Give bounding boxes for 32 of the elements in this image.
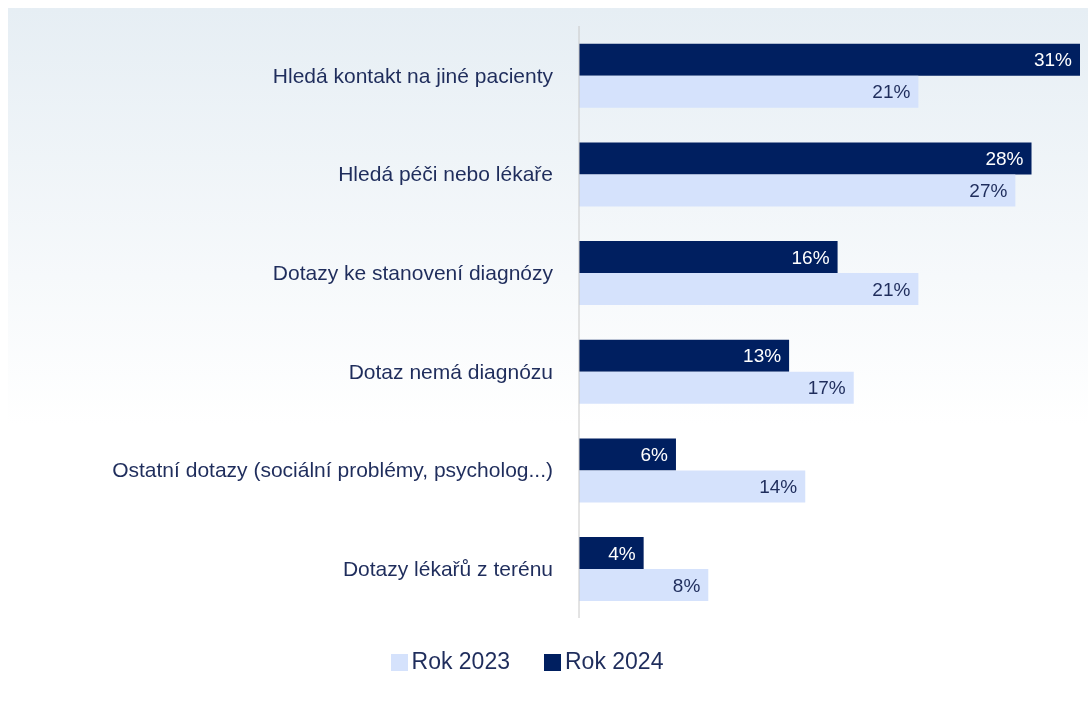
bar: [579, 438, 676, 471]
data-label: 14%: [759, 475, 798, 497]
y-tick-label: Dotazy lékařů z terénu: [342, 557, 553, 581]
bar: [579, 75, 919, 108]
bar: [579, 470, 806, 503]
y-tick-label: Hledá péči nebo lékaře: [338, 162, 553, 186]
bar: [579, 339, 790, 372]
data-label: 31%: [1033, 49, 1073, 71]
bar: [579, 142, 1032, 175]
data-label: 21%: [872, 81, 911, 103]
bar: [579, 569, 709, 602]
legend-label: Rok 2024: [565, 648, 664, 674]
bar: [579, 273, 919, 306]
y-tick-label: Ostatní dotazy (sociální problémy, psycholog...): [112, 458, 553, 482]
bar: [579, 43, 1080, 76]
bar: [579, 241, 838, 274]
y-tick-label: Hledá kontakt na jiné pacienty: [272, 63, 554, 87]
data-label: 21%: [872, 278, 911, 300]
data-label: 16%: [791, 246, 830, 268]
data-label: 28%: [985, 147, 1024, 169]
data-label: 6%: [640, 443, 669, 465]
data-label: 8%: [672, 574, 701, 596]
bar: [579, 174, 1016, 207]
data-label: 17%: [807, 377, 846, 399]
bar: [579, 371, 854, 404]
bar: [579, 537, 644, 570]
data-label: 27%: [969, 179, 1008, 201]
legend-label: Rok 2023: [411, 648, 510, 674]
data-label: 4%: [608, 542, 636, 564]
y-tick-label: Dotazy ke stanovení diagnózy: [272, 261, 554, 285]
data-label: 13%: [743, 345, 782, 367]
y-tick-label: Dotaz nemá diagnózu: [348, 359, 553, 383]
